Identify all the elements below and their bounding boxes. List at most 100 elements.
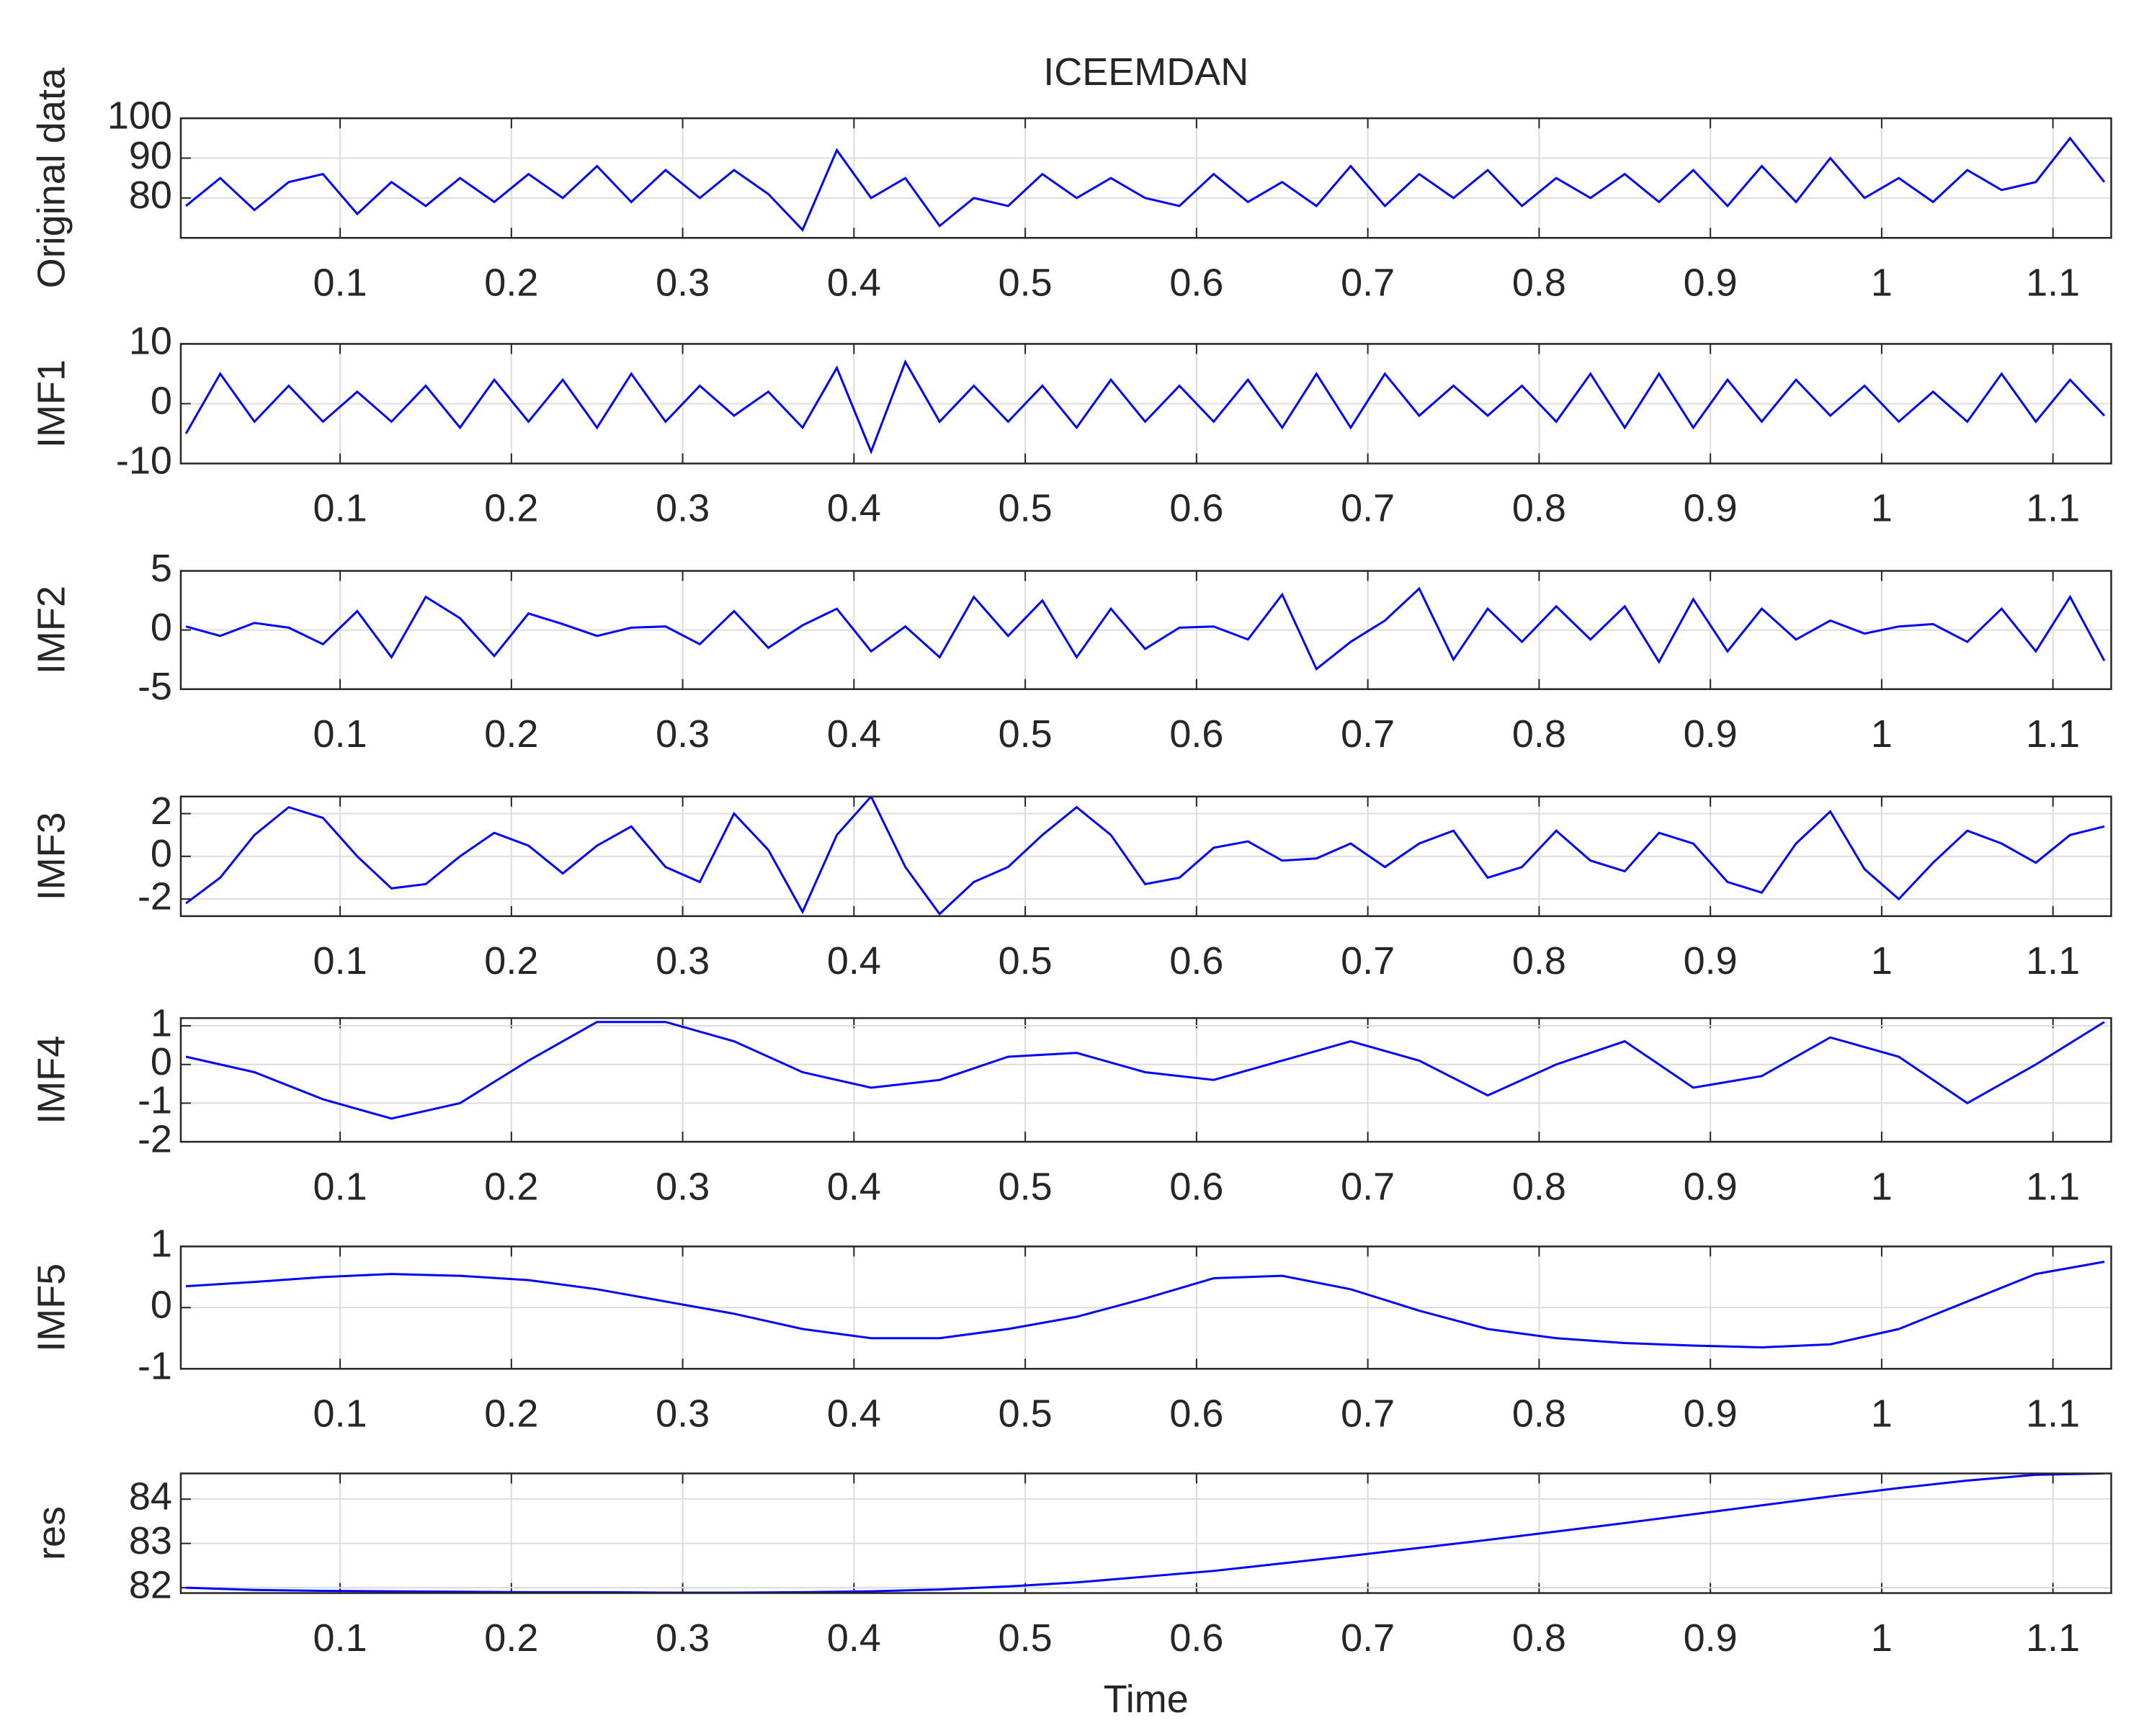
axes-frame xyxy=(179,343,2112,465)
x-tick-label: 0.3 xyxy=(656,939,710,983)
data-line xyxy=(185,136,2106,232)
x-tick-label: 0.6 xyxy=(1169,1616,1223,1660)
x-tick-label: 0.4 xyxy=(827,261,881,304)
x-tick-label: 1.1 xyxy=(2026,1392,2080,1435)
y-tick-label: 0 xyxy=(151,1284,172,1327)
x-tick-label: 0.7 xyxy=(1341,1165,1395,1208)
x-tick-label: 0.7 xyxy=(1341,261,1395,304)
x-tick-label: 1 xyxy=(1871,1392,1893,1435)
data-line xyxy=(186,1261,2105,1348)
y-axis-label: IMF4 xyxy=(30,1036,73,1124)
y-tick-label: -1 xyxy=(138,1344,172,1387)
x-tick-label: 0.5 xyxy=(999,939,1053,983)
x-tick-label: 0.3 xyxy=(656,1165,710,1208)
y-tick-label: -10 xyxy=(116,439,172,483)
x-tick-label: 0.5 xyxy=(999,1616,1053,1660)
axes-frame xyxy=(179,117,2112,239)
x-tick-label: 1 xyxy=(1871,261,1893,304)
axes-frame xyxy=(179,570,2112,690)
axes-frame xyxy=(179,795,2112,918)
y-tick-label: -5 xyxy=(138,665,172,708)
x-tick-label: 0.6 xyxy=(1169,712,1223,756)
x-tick-label: 0.9 xyxy=(1684,939,1738,983)
x-tick-label: 0.6 xyxy=(1169,1165,1223,1208)
x-tick-label: 1 xyxy=(1871,939,1893,983)
x-tick-label: 1.1 xyxy=(2026,487,2080,530)
x-tick-label: 1 xyxy=(1871,712,1893,756)
x-tick-label: 0.3 xyxy=(656,712,710,756)
x-tick-label: 0.5 xyxy=(999,487,1053,530)
x-tick-label: 0.8 xyxy=(1512,1165,1566,1208)
x-tick-label: 0.1 xyxy=(313,939,367,983)
x-tick-label: 0.7 xyxy=(1341,1392,1395,1435)
x-tick-label: 0.1 xyxy=(313,1165,367,1208)
data-line xyxy=(185,586,2106,671)
x-tick-label: 0.8 xyxy=(1512,261,1566,304)
x-tick-label: 0.8 xyxy=(1512,1392,1566,1435)
y-axis-label: IMF1 xyxy=(30,359,73,448)
x-tick-label: 0.9 xyxy=(1684,261,1738,304)
x-tick-label: 0.3 xyxy=(656,1392,710,1435)
y-tick-label: 0 xyxy=(151,380,172,423)
x-tick-label: 0.8 xyxy=(1512,1616,1566,1660)
x-tick-label: 0.1 xyxy=(313,261,367,304)
y-axis-label: Original data xyxy=(30,67,73,288)
axes-frame xyxy=(179,1017,2112,1143)
x-tick-label: 0.7 xyxy=(1341,487,1395,530)
subplot: 0.1 0.2 0.3 0.4 0.5 0.6 0.7 0.8 0.9 1 1.1 -1 0 1 IMF5 xyxy=(30,1222,2112,1435)
x-tick-label: 0.4 xyxy=(827,1165,881,1208)
x-tick-label: 0.2 xyxy=(484,939,538,983)
y-axis-label: res xyxy=(30,1506,73,1560)
y-tick-label: 83 xyxy=(129,1519,172,1562)
y-tick-label: -2 xyxy=(138,874,172,918)
x-tick-label: 0.2 xyxy=(484,1392,538,1435)
x-tick-label: 0.9 xyxy=(1684,1392,1738,1435)
x-tick-label: 0.2 xyxy=(484,261,538,304)
subplot: 0.1 0.2 0.3 0.4 0.5 0.6 0.7 0.8 0.9 1 1.1-2-101IMF… xyxy=(30,1001,2112,1208)
y-tick-label: 1 xyxy=(151,1001,172,1044)
y-tick-label: 0 xyxy=(151,832,172,875)
y-tick-label: 1 xyxy=(151,1222,172,1266)
data-line xyxy=(185,1021,2105,1120)
x-tick-label: 0.1 xyxy=(313,1392,367,1435)
subplot: 0.1 0.2 0.3 0.4 0.5 0.6 0.7 0.8 0.9 1 1.1 -202 IMF3 xyxy=(30,789,2112,983)
x-tick-label: 0.5 xyxy=(999,1392,1053,1435)
y-tick-label: 100 xyxy=(107,94,172,137)
x-tick-label: 0.5 xyxy=(999,1165,1053,1208)
axes-frame xyxy=(179,1472,2112,1594)
x-tick-label: 0.4 xyxy=(827,712,881,756)
x-tick-label: 0.2 xyxy=(484,1616,538,1660)
subplot: 0.1 0.2 0.3 0.4 0.5 0.6 0.7 0.8 0.9 1 1.1 -10 0 10 IMF… xyxy=(30,320,2112,530)
x-tick-label: 0.9 xyxy=(1684,712,1738,756)
data-line xyxy=(184,359,2106,455)
x-tick-label: 0.5 xyxy=(999,261,1053,304)
x-tick-label: 0.4 xyxy=(827,487,881,530)
x-tick-label: 0.9 xyxy=(1684,487,1738,530)
x-tick-label: 0.2 xyxy=(484,1165,538,1208)
x-tick-label: 0.1 xyxy=(313,1616,367,1660)
x-tick-label: 0.8 xyxy=(1512,712,1566,756)
x-tick-label: 0.5 xyxy=(999,712,1053,756)
plot-area xyxy=(180,1018,2112,1142)
x-tick-label: 0.3 xyxy=(656,1616,710,1660)
x-tick-label: 0.6 xyxy=(1169,939,1223,983)
y-tick-label: -2 xyxy=(138,1117,172,1160)
x-tick-label: 0.9 xyxy=(1684,1616,1738,1660)
x-tick-label: 0.4 xyxy=(827,939,881,983)
axes-frame xyxy=(179,1245,2112,1370)
x-tick-label: 0.3 xyxy=(656,487,710,530)
y-axis-label: IMF5 xyxy=(30,1263,73,1352)
x-tick-label: 1.1 xyxy=(2026,939,2080,983)
y-tick-label: 2 xyxy=(151,789,172,833)
y-tick-label: 80 xyxy=(129,174,172,217)
x-tick-label: 1 xyxy=(1871,1616,1893,1660)
x-tick-label: 0.1 xyxy=(313,487,367,530)
x-tick-label: 0.2 xyxy=(484,712,538,756)
x-tick-label: 0.7 xyxy=(1341,1616,1395,1660)
data-line xyxy=(185,796,2105,916)
x-tick-label: 0.8 xyxy=(1512,487,1566,530)
